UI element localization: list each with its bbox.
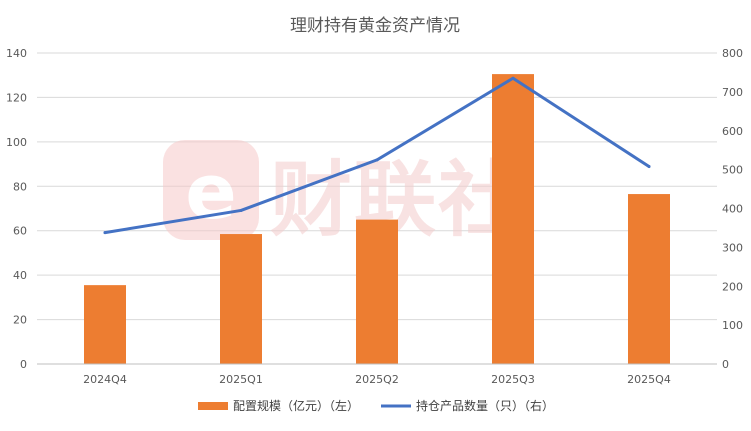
x-tick-label: 2025Q3 (491, 373, 535, 386)
y-left-tick-label: 0 (20, 358, 27, 371)
bar (628, 194, 670, 364)
y-right-tick-label: 500 (722, 164, 743, 177)
y-right-tick-label: 700 (722, 86, 743, 99)
x-tick-label: 2025Q4 (627, 373, 671, 386)
x-tick-label: 2024Q4 (83, 373, 127, 386)
legend-bar-swatch (198, 402, 228, 410)
legend: 配置规模（亿元）（左） 持仓产品数量（只）（右） (198, 398, 554, 413)
legend-line-label: 持仓产品数量（只）（右） (416, 398, 554, 413)
chart-title: 理财持有黄金资产情况 (290, 16, 460, 36)
bar (492, 74, 534, 364)
y-right-tick-label: 400 (722, 203, 743, 216)
y-left-tick-label: 40 (13, 269, 27, 282)
x-tick-label: 2025Q1 (219, 373, 263, 386)
bar (84, 285, 126, 364)
bar-series (84, 74, 670, 364)
watermark: e 财联社 (163, 140, 520, 248)
watermark-logo-icon (163, 140, 259, 240)
y-left-tick-label: 140 (6, 47, 27, 60)
line-point (103, 231, 107, 235)
bar (220, 234, 262, 364)
y-left-tick-label: 60 (13, 225, 27, 238)
y-right-tick-label: 800 (722, 47, 743, 60)
y-right-tick-label: 300 (722, 241, 743, 254)
line-point (511, 76, 515, 80)
bar (356, 219, 398, 364)
x-tick-label: 2025Q2 (355, 373, 399, 386)
y-right-tick-label: 600 (722, 125, 743, 138)
axes: 0 20 40 60 80 100 120 140 0 100 200 300 400 500 600 700… (6, 47, 743, 386)
y-right-tick-label: 200 (722, 280, 743, 293)
line-point (647, 165, 651, 169)
y-right-tick-label: 100 (722, 319, 743, 332)
line-series (103, 76, 651, 235)
y-left-tick-label: 120 (6, 91, 27, 104)
y-left-tick-label: 100 (6, 136, 27, 149)
watermark-logo-letter: e (185, 147, 237, 236)
y-left-tick-label: 80 (13, 180, 27, 193)
line-point (375, 158, 379, 162)
line-point (239, 208, 243, 212)
legend-bar-label: 配置规模（亿元）（左） (233, 398, 359, 413)
y-left-tick-label: 20 (13, 314, 27, 327)
y-right-tick-label: 0 (722, 358, 729, 371)
